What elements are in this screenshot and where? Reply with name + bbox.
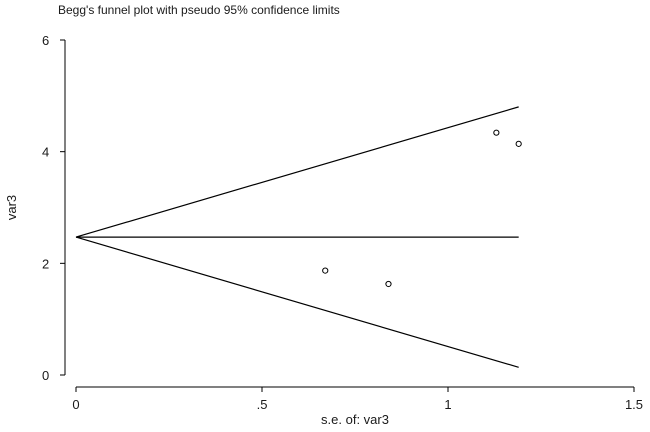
lower-confidence-limit xyxy=(75,236,519,368)
funnel-lines xyxy=(75,106,519,368)
data-point xyxy=(322,267,329,274)
y-tick-label: 0 xyxy=(42,368,49,383)
x-tick-label: 1 xyxy=(444,397,451,412)
data-point xyxy=(493,129,500,136)
y-tick-label: 6 xyxy=(42,33,49,48)
data-points xyxy=(322,129,522,288)
axes xyxy=(64,40,634,388)
upper-confidence-limit xyxy=(75,106,519,238)
x-tick-label: 0 xyxy=(72,397,79,412)
x-axis-label: s.e. of: var3 xyxy=(321,412,389,427)
y-tick-label: 4 xyxy=(42,145,49,160)
x-axis-ticks: 0 .5 1 1.5 xyxy=(72,387,643,412)
chart-title: Begg's funnel plot with pseudo 95% confi… xyxy=(58,3,340,17)
data-point xyxy=(385,280,392,288)
y-axis-label: var3 xyxy=(4,195,19,220)
y-axis-ticks: 0 2 4 6 xyxy=(42,33,65,383)
y-tick-label: 2 xyxy=(42,256,49,271)
data-point xyxy=(515,140,522,147)
x-tick-label: 1.5 xyxy=(625,397,643,412)
x-tick-label: .5 xyxy=(257,397,268,412)
